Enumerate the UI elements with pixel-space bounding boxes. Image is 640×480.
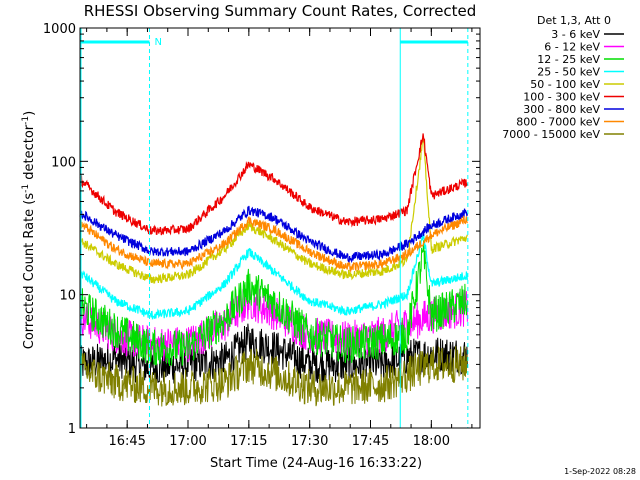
series-line-8 — [79, 345, 468, 407]
y-axis-label-end: ) — [22, 111, 37, 116]
legend-label-5: 100 - 300 keV — [523, 91, 600, 104]
legend-label-6: 300 - 800 keV — [523, 103, 600, 116]
series-layer — [79, 133, 468, 407]
x-tick-label-2: 17:15 — [230, 434, 267, 449]
series-line-3 — [79, 233, 468, 320]
series-line-2 — [79, 240, 468, 367]
timestamp: 1-Sep-2022 08:28 — [564, 467, 636, 476]
series-line-0 — [79, 323, 468, 387]
series-line-4 — [79, 138, 468, 284]
legend-header: Det 1,3, Att 0 — [537, 14, 611, 27]
x-tick-label-5: 18:00 — [413, 434, 450, 449]
night-marker-label: N — [154, 37, 161, 48]
markers-layer: N — [80, 28, 469, 428]
legend-label-7: 800 - 7000 keV — [516, 116, 600, 129]
x-tick-label-0: 16:45 — [108, 434, 145, 449]
series-7 — [79, 215, 468, 273]
series-6 — [79, 205, 468, 264]
series-8 — [79, 345, 468, 407]
series-line-6 — [79, 205, 468, 264]
x-axis-label: Start Time (24-Aug-16 16:33:22) — [210, 456, 422, 471]
y-axis-label-sup1: -1 — [21, 184, 31, 193]
legend-label-1: 6 - 12 keV — [544, 41, 600, 54]
series-0 — [79, 323, 468, 387]
series-5 — [79, 133, 468, 236]
legend-label-3: 25 - 50 keV — [537, 66, 600, 79]
legend-label-4: 50 - 100 keV — [530, 78, 600, 91]
y-axis-label-mid: detector — [22, 124, 37, 184]
legend-label-0: 3 - 6 keV — [551, 28, 600, 41]
series-2 — [79, 240, 468, 367]
axes-layer: 16:45 17:00 17:15 17:30 17:45 18:00 1 10 100 1000 — [43, 22, 481, 449]
y-axis-label: Corrected Count Rate (s-1 detector-1) — [21, 111, 37, 349]
y-tick-label-2: 100 — [51, 155, 76, 170]
x-tick-label-3: 17:30 — [291, 434, 328, 449]
plot-border — [79, 27, 481, 429]
y-tick-label-1: 10 — [59, 289, 76, 304]
legend-label-2: 12 - 25 keV — [537, 53, 600, 66]
x-tick-label-4: 17:45 — [352, 434, 389, 449]
x-tick-label-1: 17:00 — [169, 434, 206, 449]
series-4 — [79, 138, 468, 284]
series-3 — [79, 233, 468, 320]
series-line-7 — [79, 215, 468, 273]
y-axis-label-sup2: -1 — [21, 116, 31, 125]
chart-title: RHESSI Observing Summary Count Rates, Co… — [84, 2, 477, 20]
y-axis-label-main: Corrected Count Rate (s — [22, 193, 37, 350]
y-tick-label-0: 1 — [68, 422, 76, 437]
y-tick-label-3: 1000 — [43, 22, 76, 37]
series-line-5 — [79, 133, 468, 236]
legend-label-8: 7000 - 15000 keV — [502, 128, 600, 141]
